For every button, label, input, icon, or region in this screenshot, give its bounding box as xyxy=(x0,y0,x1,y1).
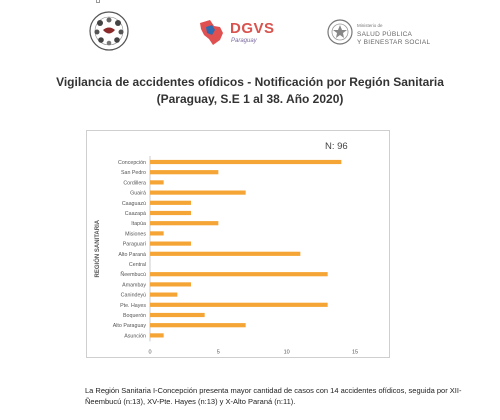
bar xyxy=(150,231,164,236)
bar xyxy=(150,302,328,307)
bar xyxy=(150,200,191,205)
mspbs-seal-icon xyxy=(327,19,353,45)
y-tick-label: Pte. Hayes xyxy=(120,303,146,309)
dgvs-logo-text: DGVS xyxy=(230,20,275,37)
dgvs-logo: DGVS Paraguay xyxy=(196,17,276,51)
mspbs-logo-line3: Y BIENESTAR SOCIAL xyxy=(357,39,431,46)
y-tick-label: Amambay xyxy=(122,282,146,288)
x-tick-label: 15 xyxy=(352,349,358,355)
paraguay-map-icon xyxy=(200,20,223,45)
y-tick-label: San Pedro xyxy=(121,170,146,176)
mspbs-logo: Ministerio de SALUD PÚBLICA Y BIENESTAR … xyxy=(326,18,456,54)
x-tick-label: 10 xyxy=(284,349,290,355)
bar xyxy=(150,292,178,297)
y-tick-label: Central xyxy=(129,262,146,268)
mspbs-logo-line2: SALUD PÚBLICA xyxy=(357,31,413,38)
bar xyxy=(150,312,205,318)
bar xyxy=(150,170,219,175)
y-tick-label: Paraguarí xyxy=(123,242,147,248)
bar xyxy=(150,159,342,165)
y-tick-label: Misiones xyxy=(125,231,146,237)
page-subtitle: (Paraguay, S.E 1 al 38. Año 2020) xyxy=(156,92,344,106)
ministry-seal-logo xyxy=(89,11,129,51)
y-tick-label: Concepción xyxy=(118,160,146,166)
page-title: Vigilancia de accidentes ofídicos - Noti… xyxy=(56,75,444,89)
y-tick-label: Ñeembucú xyxy=(120,271,146,278)
bar xyxy=(150,272,328,277)
y-axis-label: REGIÓN SANITARIA xyxy=(93,219,101,277)
bar xyxy=(150,282,191,287)
y-tick-label: Guairá xyxy=(130,191,146,197)
bar xyxy=(150,221,219,226)
y-tick-label: Caaguazú xyxy=(122,201,146,207)
x-tick-label: 0 xyxy=(148,349,151,355)
y-tick-label: Canindeyú xyxy=(121,293,146,299)
footnote-text: La Región Sanitaria I-Concepción present… xyxy=(85,386,462,406)
bar xyxy=(150,190,246,195)
bar-chart: N: 96 Concepción San Pedro Cordillera Guairá… xyxy=(93,141,358,355)
y-tick-label: Alto Paraguay xyxy=(113,323,147,329)
bar xyxy=(150,241,191,246)
mspbs-logo-line1: Ministerio de xyxy=(357,23,383,28)
y-tick-label: Alto Paraná xyxy=(118,252,146,258)
bar xyxy=(150,180,164,185)
y-tick-label: Itapúa xyxy=(131,221,146,227)
y-tick-label: Boquerón xyxy=(123,313,146,319)
y-tick-label: Cordillera xyxy=(123,180,146,186)
logo-header: DGVS Paraguay Ministerio de SALUD PÚBLIC… xyxy=(0,0,500,60)
dgvs-logo-subtext: Paraguay xyxy=(231,38,257,44)
bar xyxy=(150,323,246,328)
y-tick-label: Caazapá xyxy=(125,211,146,217)
x-tick-label: 5 xyxy=(217,349,220,355)
chart-annotation: N: 96 xyxy=(325,141,348,152)
bar xyxy=(150,251,301,256)
corner-mark xyxy=(96,0,100,3)
bar xyxy=(150,333,164,338)
chart-frame: N: 96 Concepción San Pedro Cordillera Guairá… xyxy=(86,130,390,358)
bar xyxy=(150,210,191,216)
y-tick-label: Asunción xyxy=(124,333,146,339)
